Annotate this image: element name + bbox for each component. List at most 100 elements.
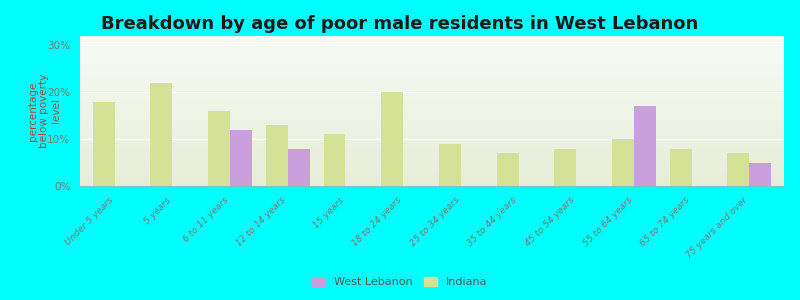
Bar: [80, 64, 784, 66]
Bar: [80, 123, 784, 124]
Bar: [80, 110, 784, 111]
Bar: [634, 106, 656, 186]
Bar: [93, 102, 114, 186]
Bar: [80, 52, 784, 54]
Bar: [80, 36, 784, 38]
Bar: [80, 120, 784, 122]
Bar: [80, 122, 784, 123]
Bar: [80, 84, 784, 86]
Bar: [80, 184, 784, 186]
Bar: [80, 130, 784, 132]
Bar: [80, 78, 784, 80]
Bar: [554, 148, 576, 186]
Bar: [80, 158, 784, 159]
Bar: [80, 117, 784, 118]
Text: Breakdown by age of poor male residents in West Lebanon: Breakdown by age of poor male residents …: [102, 15, 698, 33]
Bar: [80, 118, 784, 120]
Bar: [80, 111, 784, 112]
Bar: [80, 88, 784, 90]
Bar: [80, 85, 784, 87]
Bar: [80, 56, 784, 57]
Bar: [80, 168, 784, 170]
Bar: [80, 153, 784, 154]
Bar: [80, 100, 784, 102]
Bar: [612, 139, 634, 186]
Bar: [80, 58, 784, 60]
Bar: [80, 146, 784, 147]
Bar: [80, 124, 784, 126]
Bar: [80, 126, 784, 128]
Bar: [80, 51, 784, 52]
Bar: [80, 105, 784, 106]
Legend: West Lebanon, Indiana: West Lebanon, Indiana: [308, 272, 492, 291]
Bar: [80, 160, 784, 162]
Bar: [80, 165, 784, 166]
Bar: [230, 130, 252, 186]
Bar: [150, 83, 172, 186]
Bar: [80, 141, 784, 142]
Bar: [80, 96, 784, 98]
Bar: [80, 108, 784, 110]
Bar: [80, 162, 784, 164]
Bar: [80, 46, 784, 48]
Bar: [80, 180, 784, 182]
Bar: [80, 182, 784, 183]
Bar: [80, 129, 784, 130]
Bar: [80, 106, 784, 108]
Bar: [266, 125, 288, 186]
Bar: [80, 42, 784, 44]
Bar: [80, 48, 784, 50]
Bar: [80, 81, 784, 82]
Bar: [80, 138, 784, 140]
Bar: [80, 144, 784, 146]
Bar: [80, 114, 784, 116]
Bar: [80, 94, 784, 96]
Bar: [288, 148, 310, 186]
Bar: [439, 144, 461, 186]
Bar: [80, 171, 784, 172]
Bar: [80, 60, 784, 61]
Bar: [323, 134, 346, 186]
Bar: [727, 153, 750, 186]
Bar: [750, 163, 771, 186]
Bar: [80, 44, 784, 45]
Bar: [80, 152, 784, 153]
Bar: [208, 111, 230, 186]
Bar: [80, 70, 784, 72]
Bar: [80, 150, 784, 152]
Bar: [80, 112, 784, 114]
Bar: [80, 178, 784, 180]
Bar: [80, 98, 784, 99]
Bar: [80, 63, 784, 64]
Bar: [80, 66, 784, 68]
Bar: [80, 38, 784, 39]
Bar: [80, 172, 784, 174]
Bar: [80, 176, 784, 177]
Bar: [80, 174, 784, 176]
Bar: [80, 154, 784, 156]
Bar: [670, 148, 692, 186]
Bar: [80, 102, 784, 104]
Bar: [80, 140, 784, 141]
Bar: [80, 72, 784, 74]
Bar: [80, 39, 784, 40]
Bar: [80, 99, 784, 100]
Bar: [80, 61, 784, 63]
Bar: [80, 80, 784, 81]
Bar: [80, 167, 784, 168]
Bar: [80, 74, 784, 75]
Bar: [80, 135, 784, 136]
Bar: [80, 147, 784, 148]
Bar: [80, 68, 784, 69]
Bar: [80, 40, 784, 42]
Bar: [80, 156, 784, 158]
Bar: [80, 134, 784, 135]
Bar: [80, 45, 784, 46]
Bar: [80, 136, 784, 138]
Bar: [80, 177, 784, 178]
Bar: [80, 142, 784, 144]
Bar: [382, 92, 403, 186]
Bar: [80, 159, 784, 160]
Bar: [80, 50, 784, 51]
Y-axis label: percentage
below poverty
level: percentage below poverty level: [28, 74, 61, 148]
